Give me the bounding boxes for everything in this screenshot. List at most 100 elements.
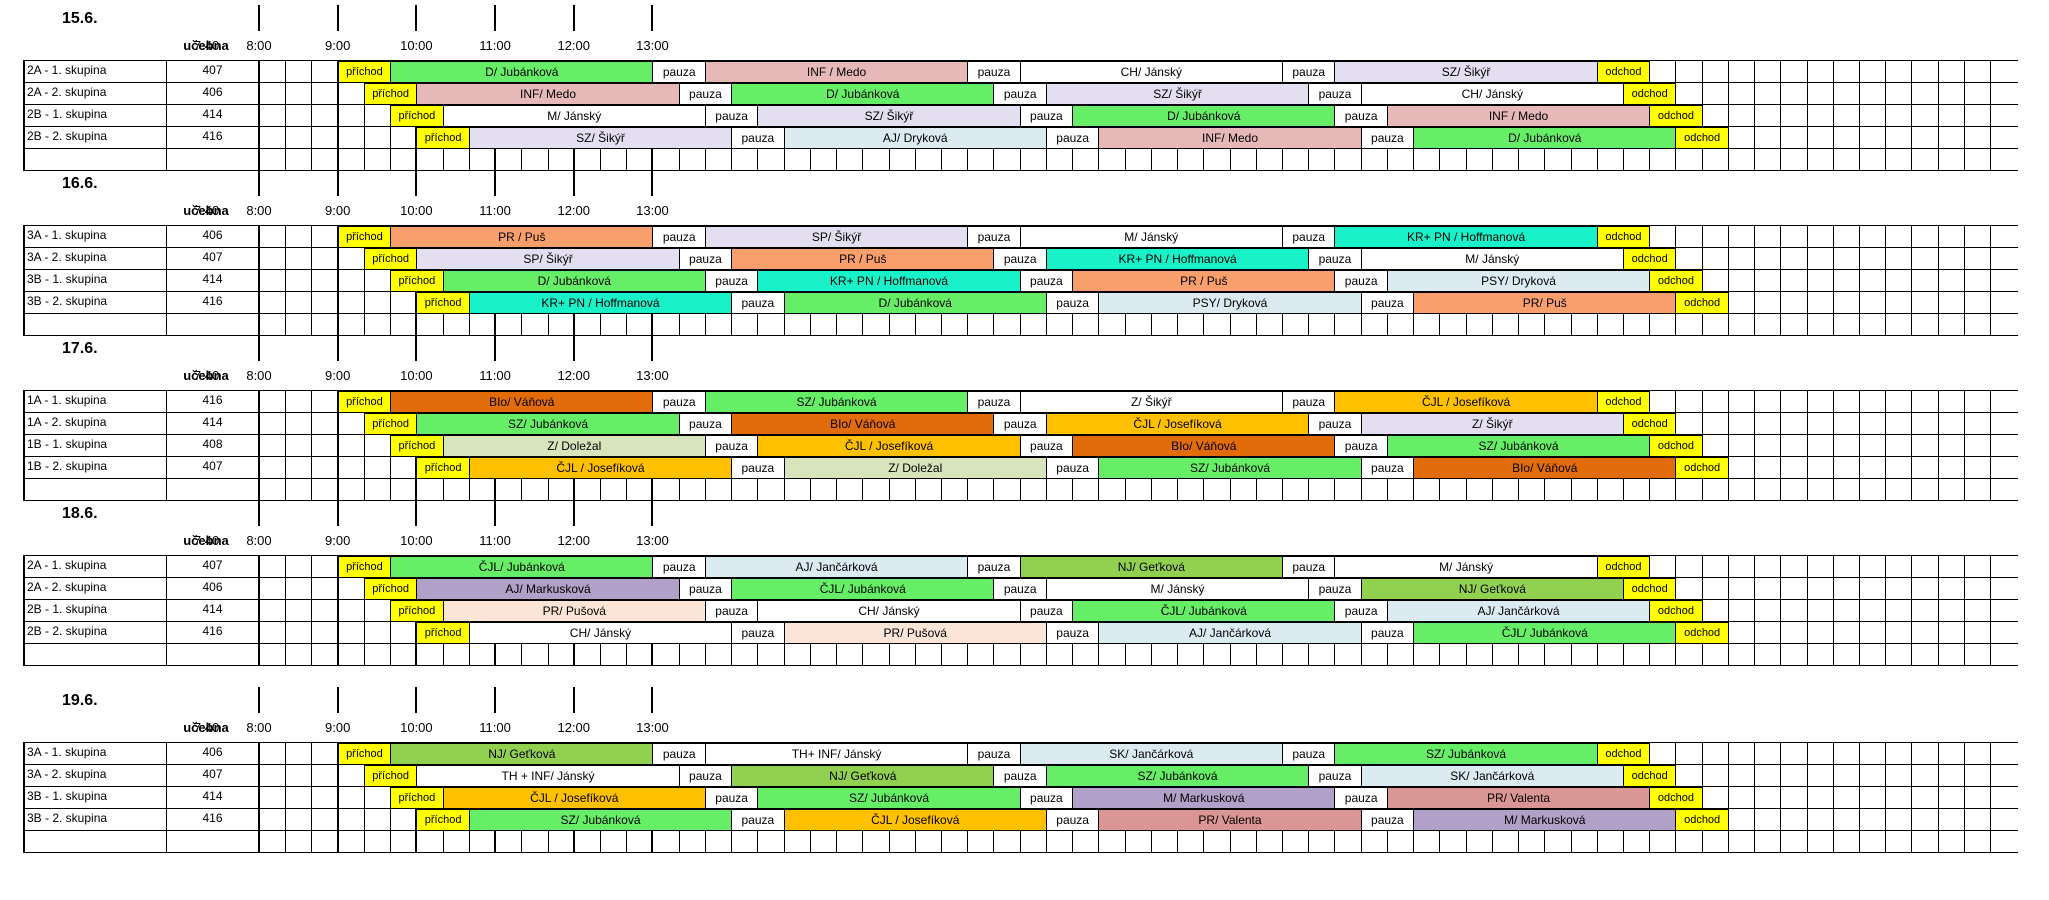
- lesson-block: SZ/ Jubánková: [1045, 765, 1310, 787]
- departure-cell: odchod: [1596, 61, 1651, 83]
- break-cell: pauza: [1281, 61, 1336, 83]
- break-cell: pauza: [1019, 105, 1074, 127]
- group-label: 2B - 1. skupina: [27, 107, 108, 121]
- departure-cell: odchod: [1596, 226, 1651, 248]
- lesson-block: SZ/ Šikýř: [1045, 83, 1310, 105]
- time-label: 9:00: [325, 38, 351, 53]
- grid-vline: [363, 60, 365, 171]
- time-label: 12:00: [557, 720, 591, 735]
- lesson-block: BIo/ Váňová: [1072, 435, 1336, 457]
- departure-cell: odchod: [1675, 127, 1729, 149]
- grid-vline: [1990, 555, 1992, 666]
- grid-vline: [285, 555, 287, 666]
- break-cell: pauza: [704, 105, 759, 127]
- break-cell: pauza: [1019, 270, 1074, 292]
- lesson-block: AJ/ Markusková: [416, 578, 680, 600]
- grid-vline: [23, 60, 25, 171]
- break-cell: pauza: [1045, 127, 1100, 149]
- room-number: 407: [202, 558, 223, 572]
- break-cell: pauza: [731, 622, 785, 644]
- arrival-cell: příchod: [337, 743, 392, 765]
- arrival-cell: příchod: [363, 765, 418, 787]
- break-cell: pauza: [993, 248, 1047, 270]
- room-number: 416: [202, 624, 223, 638]
- hour-tick: [258, 5, 260, 31]
- lesson-block: ČJL / Josefíková: [1045, 413, 1310, 435]
- lesson-block: M/ Jánský: [1334, 556, 1598, 578]
- lesson-block: BIo/ Váňová: [731, 413, 995, 435]
- grid-vline: [1859, 390, 1861, 501]
- departure-cell: odchod: [1649, 105, 1703, 127]
- grid-vline: [258, 742, 260, 853]
- arrival-cell: příchod: [390, 435, 444, 457]
- grid-vline: [1911, 390, 1913, 501]
- room-number: 414: [202, 602, 223, 616]
- break-cell: pauza: [1019, 600, 1074, 622]
- room-number: 406: [202, 580, 223, 594]
- grid-vline: [1727, 742, 1729, 853]
- group-label: 2B - 2. skupina: [27, 624, 108, 638]
- grid-vline: [363, 390, 365, 501]
- grid-vline: [363, 742, 365, 853]
- grid-vline: [1806, 60, 1808, 171]
- lesson-block: M/ Markusková: [1413, 809, 1677, 831]
- grid-vline: [1780, 742, 1782, 853]
- lesson-block: SZ/ Šikýř: [757, 105, 1021, 127]
- grid-vline: [336, 555, 339, 666]
- lesson-block: ČJL / Josefíková: [783, 809, 1047, 831]
- lesson-block: TH + INF/ Jánský: [416, 765, 680, 787]
- arrival-cell: příchod: [337, 226, 392, 248]
- group-label: 2A - 2. skupina: [27, 85, 107, 99]
- hour-tick: [651, 170, 654, 196]
- break-cell: pauza: [1308, 765, 1362, 787]
- departure-cell: odchod: [1622, 413, 1677, 435]
- grid-vline: [1937, 555, 1939, 666]
- grid-vline: [311, 225, 313, 336]
- hour-tick: [415, 500, 418, 526]
- group-label: 2A - 1. skupina: [27, 558, 107, 572]
- break-cell: pauza: [1308, 248, 1362, 270]
- lesson-block: D/ Jubánková: [390, 61, 654, 83]
- grid-hline: [24, 852, 2018, 853]
- grid-vline: [258, 390, 260, 501]
- departure-cell: odchod: [1649, 600, 1703, 622]
- lesson-block: ČJL / Josefíková: [1334, 391, 1598, 413]
- hour-tick: [258, 170, 260, 196]
- group-label: 3B - 2. skupina: [27, 811, 108, 825]
- break-cell: pauza: [1360, 622, 1415, 644]
- grid-vline: [1780, 390, 1782, 501]
- time-label: 10:00: [400, 368, 433, 383]
- break-cell: pauza: [1334, 270, 1388, 292]
- time-label: 10:00: [400, 38, 433, 53]
- lesson-block: PR / Puš: [731, 248, 995, 270]
- time-label: 12:00: [557, 38, 591, 53]
- grid-vline: [1937, 60, 1939, 171]
- lesson-block: SZ/ Jubánková: [468, 809, 733, 831]
- time-label: 10:00: [400, 533, 433, 548]
- break-cell: pauza: [967, 226, 1021, 248]
- lesson-block: SZ/ Jubánková: [1098, 457, 1362, 479]
- lesson-block: SZ/ Šikýř: [1334, 61, 1598, 83]
- departure-cell: odchod: [1675, 292, 1729, 314]
- time-label: 8:00: [246, 368, 272, 383]
- arrival-cell: příchod: [363, 578, 418, 600]
- grid-vline: [336, 390, 339, 501]
- departure-cell: odchod: [1596, 743, 1651, 765]
- grid-vline: [1754, 742, 1756, 853]
- break-cell: pauza: [652, 743, 706, 765]
- hour-tick: [572, 5, 575, 31]
- grid-vline: [23, 742, 25, 853]
- break-cell: pauza: [1019, 787, 1074, 809]
- departure-cell: odchod: [1622, 578, 1677, 600]
- lesson-block: SP/ Šikýř: [416, 248, 680, 270]
- arrival-cell: příchod: [363, 83, 418, 105]
- hour-tick: [494, 500, 497, 526]
- grid-vline: [1963, 742, 1965, 853]
- break-cell: pauza: [1045, 622, 1100, 644]
- room-header: učebna: [183, 720, 229, 735]
- lesson-block: INF / Medo: [704, 61, 969, 83]
- grid-vline: [1806, 225, 1808, 336]
- group-label: 3A - 2. skupina: [27, 250, 107, 264]
- grid-vline: [1859, 225, 1861, 336]
- arrival-cell: příchod: [390, 787, 444, 809]
